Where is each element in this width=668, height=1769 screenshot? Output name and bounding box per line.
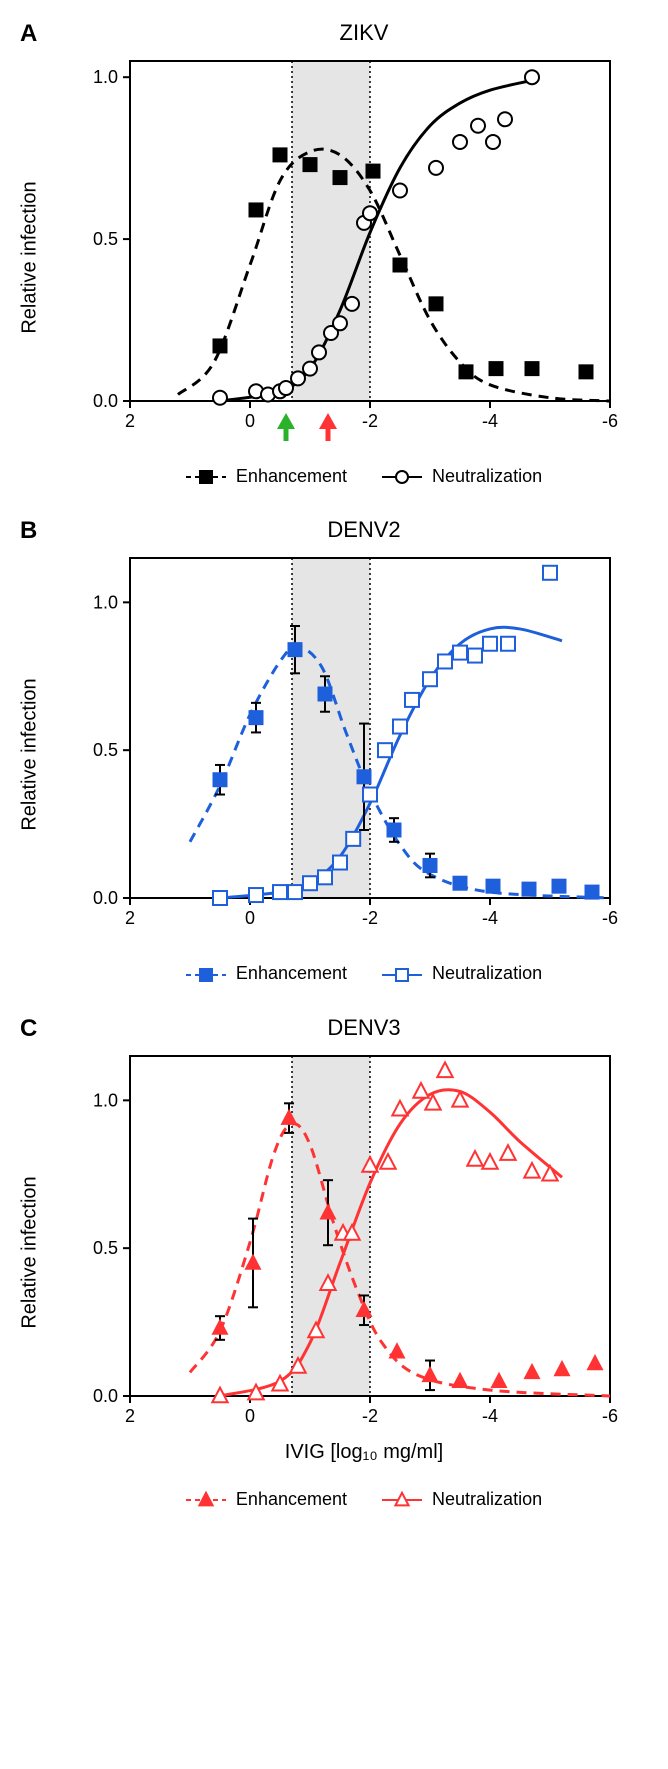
svg-text:0.5: 0.5 [93, 229, 118, 249]
svg-text:-2: -2 [362, 908, 378, 928]
shaded-region [292, 1056, 370, 1396]
legend-label: Enhancement [236, 466, 347, 486]
legend-label: Enhancement [236, 963, 347, 983]
legend: Enhancement Neutralization [80, 1489, 648, 1510]
svg-text:-6: -6 [602, 908, 618, 928]
svg-text:1.0: 1.0 [93, 593, 118, 613]
y-axis-label: Relative infection [19, 1176, 42, 1328]
y-axis-label: Relative infection [19, 679, 42, 831]
svg-text:0.0: 0.0 [93, 391, 118, 411]
legend-label: Neutralization [432, 1489, 542, 1509]
svg-text:-6: -6 [602, 411, 618, 431]
panel-A: A ZIKV Relative infection 2 0 -2 -4 -6 0.0 0.5… [20, 20, 648, 487]
svg-text:-4: -4 [482, 1406, 498, 1426]
svg-text:0: 0 [245, 1406, 255, 1426]
legend-label: Neutralization [432, 466, 542, 486]
svg-text:0: 0 [245, 908, 255, 928]
svg-text:2: 2 [125, 908, 135, 928]
legend-enhancement: Enhancement [186, 963, 347, 984]
svg-text:1.0: 1.0 [93, 67, 118, 87]
svg-text:2: 2 [125, 411, 135, 431]
svg-text:0.0: 0.0 [93, 888, 118, 908]
chart-title: ZIKV [80, 20, 648, 46]
legend-label: Neutralization [432, 963, 542, 983]
chart-title: DENV3 [80, 1015, 648, 1041]
neutralization-curve [220, 628, 562, 899]
svg-text:0.0: 0.0 [93, 1386, 118, 1406]
panel-B: B DENV2 Relative infection 2 0 -2 -4 -6 0.0 0.… [20, 517, 648, 984]
svg-text:0: 0 [245, 411, 255, 431]
legend: Enhancement Neutralization [80, 466, 648, 487]
svg-text:1.0: 1.0 [93, 1090, 118, 1110]
svg-text:-4: -4 [482, 908, 498, 928]
panel-label: A [20, 20, 37, 48]
legend-neutralization: Neutralization [382, 963, 542, 984]
x-axis-label: IVIG [log₁₀ mg/ml] [80, 1441, 648, 1464]
legend-neutralization: Neutralization [382, 1489, 542, 1510]
legend: Enhancement Neutralization [80, 963, 648, 984]
svg-text:2: 2 [125, 1406, 135, 1426]
panel-label: B [20, 517, 37, 545]
neutralization-curve [220, 1089, 562, 1395]
chart-DENV3: 2 0 -2 -4 -6 0.0 0.5 1.0 [80, 1046, 620, 1436]
svg-text:-6: -6 [602, 1406, 618, 1426]
svg-text:-2: -2 [362, 411, 378, 431]
enhancement-curve [190, 647, 610, 898]
svg-text:-2: -2 [362, 1406, 378, 1426]
svg-text:-4: -4 [482, 411, 498, 431]
legend-enhancement: Enhancement [186, 466, 347, 487]
svg-text:0.5: 0.5 [93, 740, 118, 760]
y-axis-label: Relative infection [19, 181, 42, 333]
legend-enhancement: Enhancement [186, 1489, 347, 1510]
legend-neutralization: Neutralization [382, 466, 542, 487]
shaded-region [292, 61, 370, 401]
svg-text:0.5: 0.5 [93, 1238, 118, 1258]
chart-DENV2: 2 0 -2 -4 -6 0.0 0.5 1.0 [80, 548, 620, 938]
shaded-region [292, 558, 370, 898]
panel-C: C DENV3 Relative infection 2 0 -2 -4 -6 0.0 0.… [20, 1015, 648, 1510]
legend-label: Enhancement [236, 1489, 347, 1509]
chart-title: DENV2 [80, 517, 648, 543]
panel-label: C [20, 1015, 37, 1043]
chart-ZIKV: 2 0 -2 -4 -6 0.0 0.5 1.0 [80, 51, 620, 441]
